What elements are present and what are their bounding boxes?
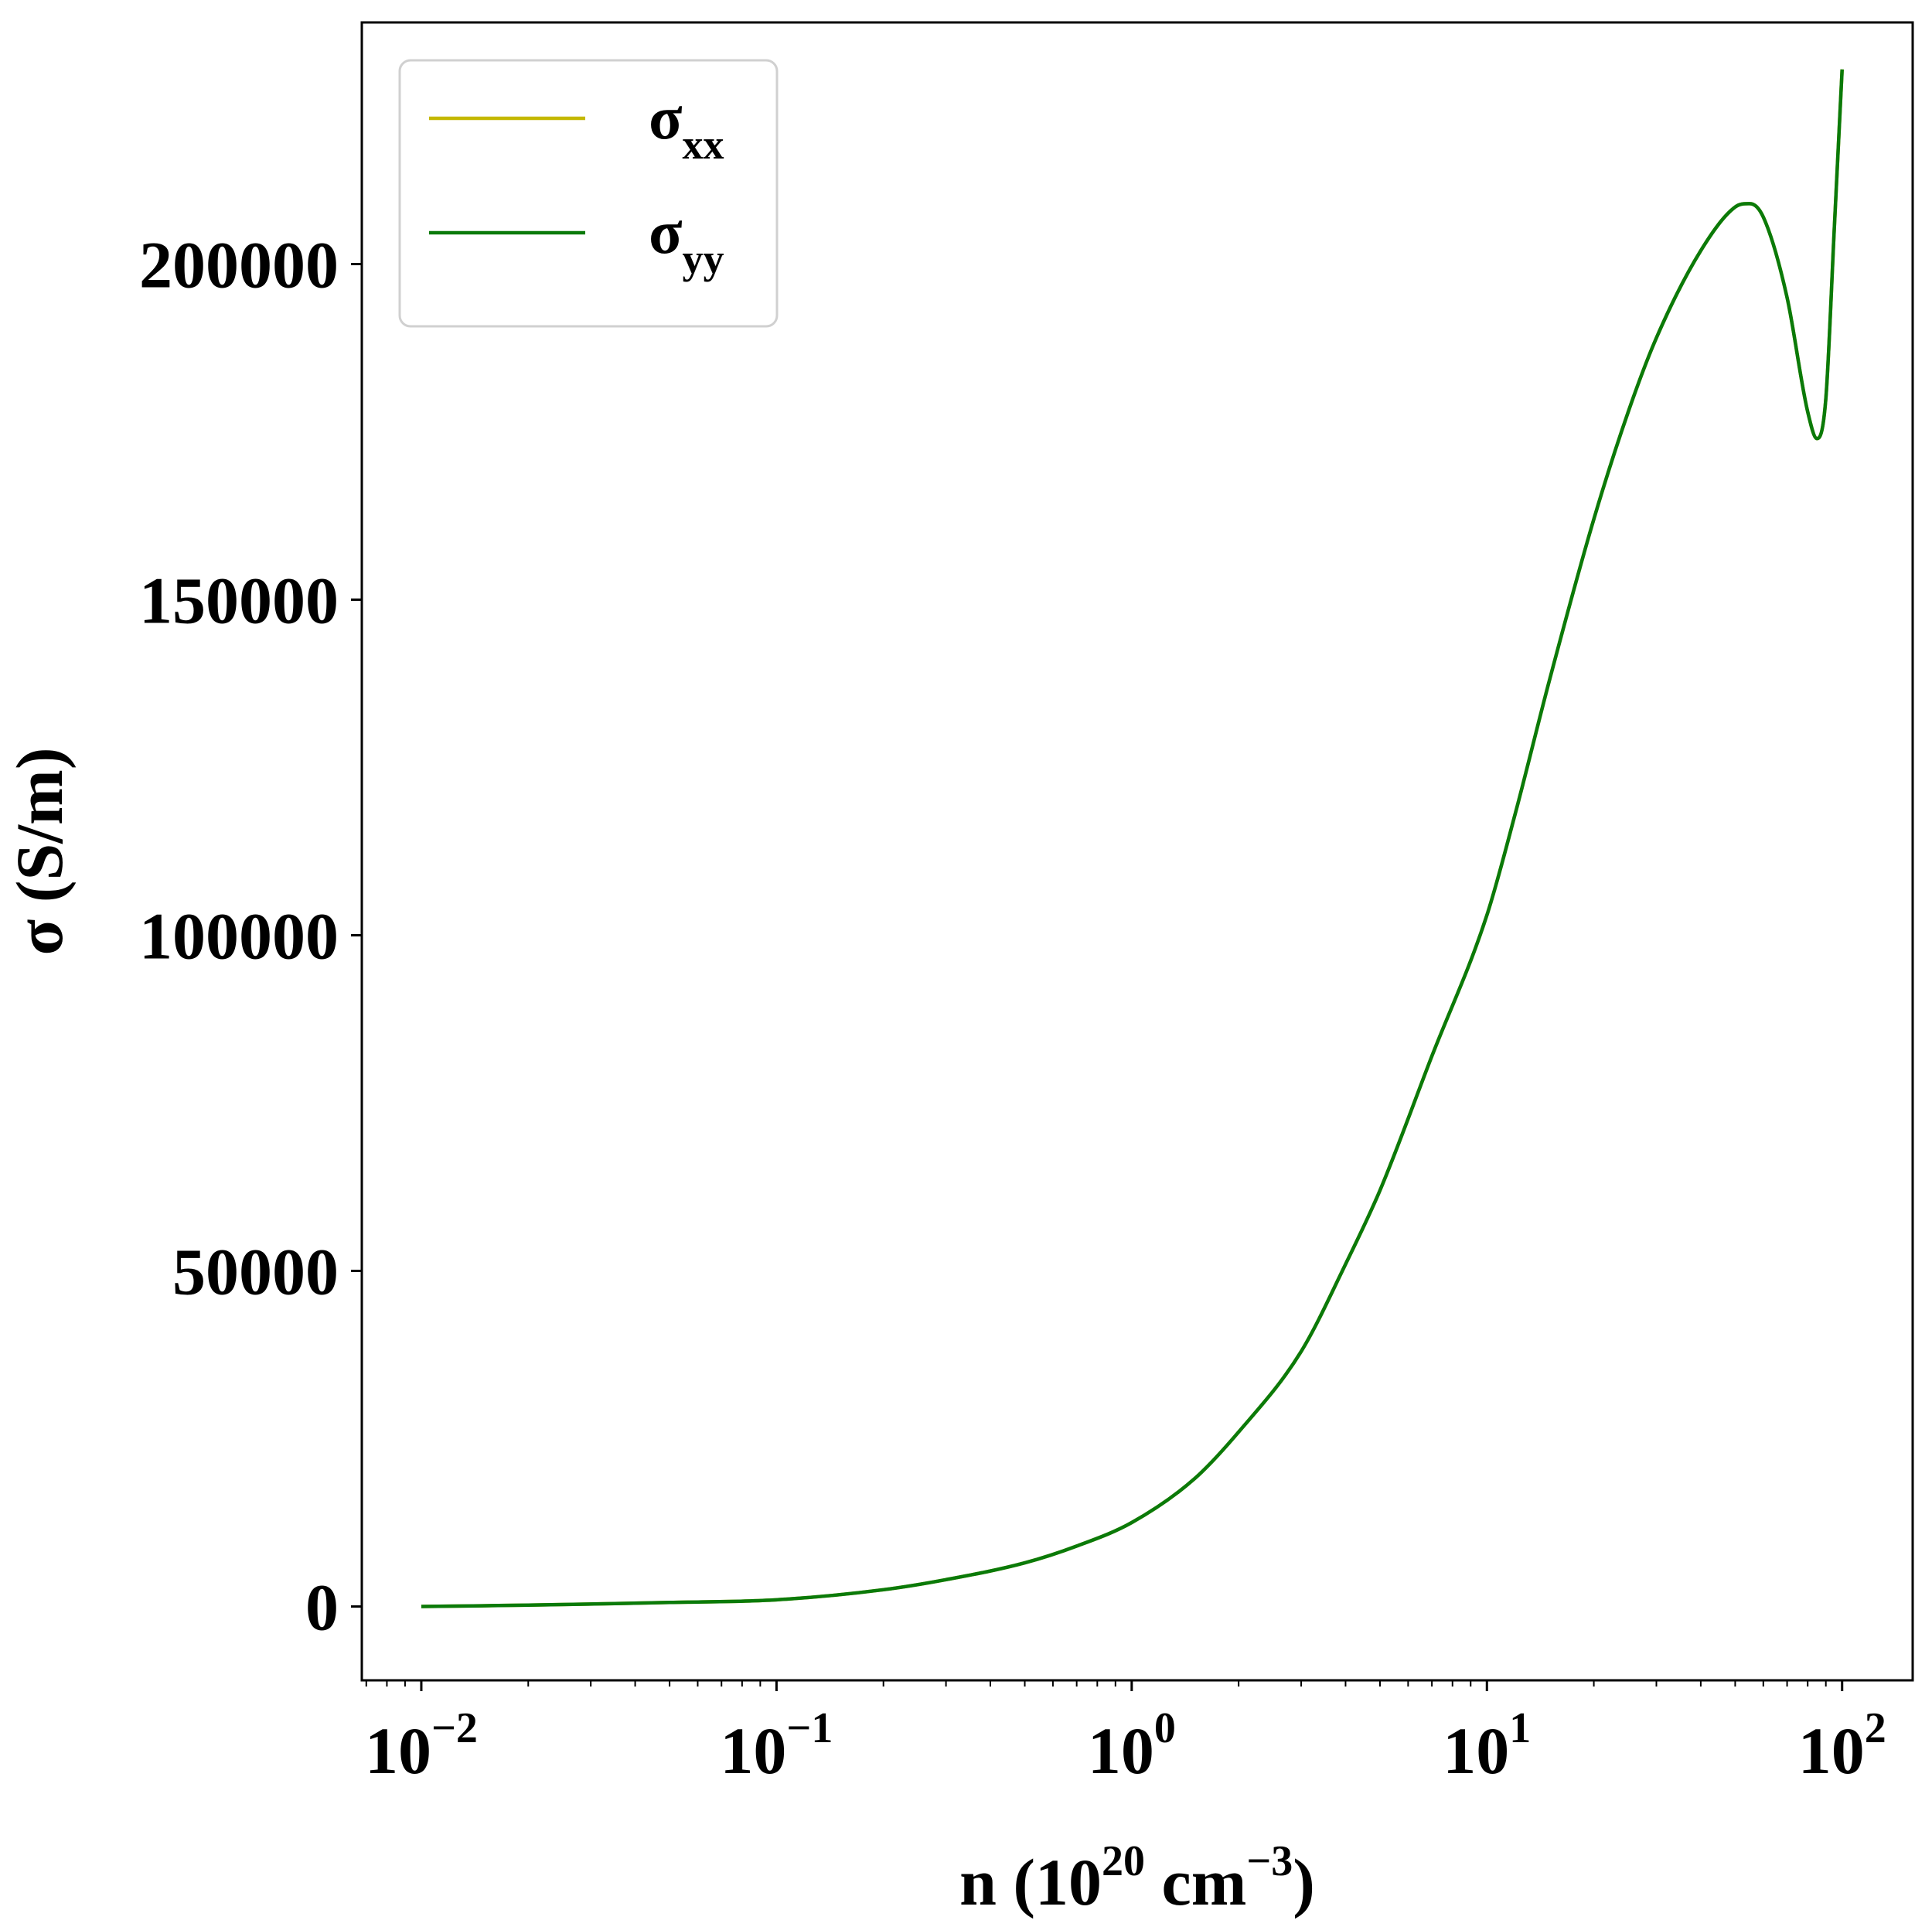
series-layer bbox=[421, 69, 1844, 1608]
legend-label-base: σ bbox=[649, 84, 683, 152]
x-axis-title-mid: cm bbox=[1145, 1845, 1246, 1919]
x-axis-title-main: n (10 bbox=[959, 1845, 1102, 1919]
x-tick-label: 100 bbox=[1088, 1704, 1176, 1788]
y-axis-title: σ (S/m) bbox=[2, 748, 77, 956]
series-line-1 bbox=[421, 69, 1844, 1608]
legend-box bbox=[398, 59, 779, 328]
x-tick-base: 10 bbox=[720, 1714, 786, 1788]
plot-frame bbox=[360, 21, 1914, 1682]
x-tick-base: 10 bbox=[365, 1714, 431, 1788]
y-tick-label: 200000 bbox=[139, 227, 339, 302]
x-axis-title-exp2: −3 bbox=[1246, 1837, 1293, 1885]
x-tick-base: 10 bbox=[1443, 1714, 1509, 1788]
x-tick-label: 102 bbox=[1798, 1704, 1886, 1788]
legend-label-sub: xx bbox=[683, 121, 724, 168]
x-tick-base: 10 bbox=[1088, 1714, 1154, 1788]
x-tick-label: 10−2 bbox=[365, 1704, 478, 1788]
x-axis-title: n (1020 cm−3) bbox=[959, 1837, 1315, 1919]
y-tick-label: 150000 bbox=[139, 563, 339, 637]
legend-label: σyy bbox=[649, 199, 724, 282]
x-tick-label: 10−1 bbox=[720, 1704, 833, 1788]
x-tick-exp: 2 bbox=[1865, 1704, 1886, 1752]
y-tick-label: 100000 bbox=[139, 899, 339, 974]
x-axis: 10−2 10−1 100 101 102 bbox=[365, 1680, 1886, 1788]
x-tick-exp: 0 bbox=[1154, 1704, 1176, 1752]
y-axis: 0 50000 100000 150000 200000 bbox=[139, 227, 362, 1645]
legend-label-sub: yy bbox=[683, 236, 724, 282]
x-tick-base: 10 bbox=[1798, 1714, 1865, 1788]
x-tick-exp: −2 bbox=[431, 1704, 478, 1752]
x-axis-title-exp1: 20 bbox=[1102, 1837, 1145, 1885]
x-axis-title-end: ) bbox=[1293, 1845, 1315, 1919]
x-tick-label: 101 bbox=[1443, 1704, 1531, 1788]
y-tick-label: 50000 bbox=[172, 1235, 339, 1309]
x-tick-exp: 1 bbox=[1509, 1704, 1531, 1752]
x-tick-exp: −1 bbox=[786, 1704, 833, 1752]
series-1 bbox=[421, 69, 1844, 1608]
legend-label: σxx bbox=[649, 84, 724, 168]
legend-label-base: σ bbox=[649, 199, 683, 267]
y-tick-label: 0 bbox=[305, 1571, 339, 1645]
